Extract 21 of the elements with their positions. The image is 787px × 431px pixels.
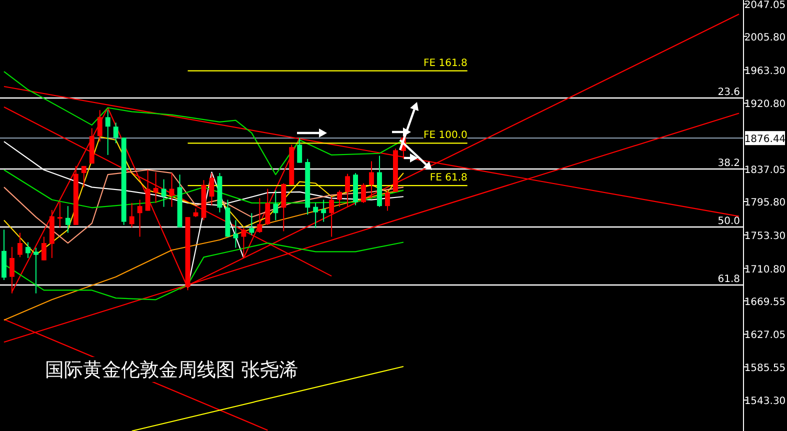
- y-tick-label: 1627.05: [744, 330, 786, 342]
- y-tick-label: 1543.30: [744, 396, 786, 408]
- y-tick-label: 1753.30: [744, 230, 786, 242]
- y-tick-label: 1920.80: [744, 99, 786, 110]
- y-tick-label: 1795.80: [744, 198, 786, 208]
- series-label: FE 100.0: [423, 130, 468, 142]
- series-label: FE 61.8: [430, 172, 468, 184]
- annotation: 23.6: [718, 86, 740, 98]
- y-tick-label: 1710.80: [744, 264, 786, 276]
- annotation: 50.0: [718, 216, 740, 227]
- y-tick-label: 1837.05: [744, 165, 786, 176]
- y-tick-label: 2005.80: [744, 32, 786, 44]
- y-tick-label: 1963.30: [744, 66, 786, 77]
- text: 国际黄金伦敦金周线图 张尧浠: [45, 359, 298, 381]
- y-tick-label: 1669.55: [744, 296, 786, 308]
- y-tick-label: 2047.05: [744, 0, 786, 11]
- series-label: FE 161.8: [423, 58, 468, 69]
- ref-line-label: 1876.44: [744, 134, 786, 146]
- annotation: 38.2: [718, 158, 740, 170]
- annotation: 61.8: [718, 274, 740, 286]
- y-tick-label: 1585.55: [744, 362, 786, 374]
